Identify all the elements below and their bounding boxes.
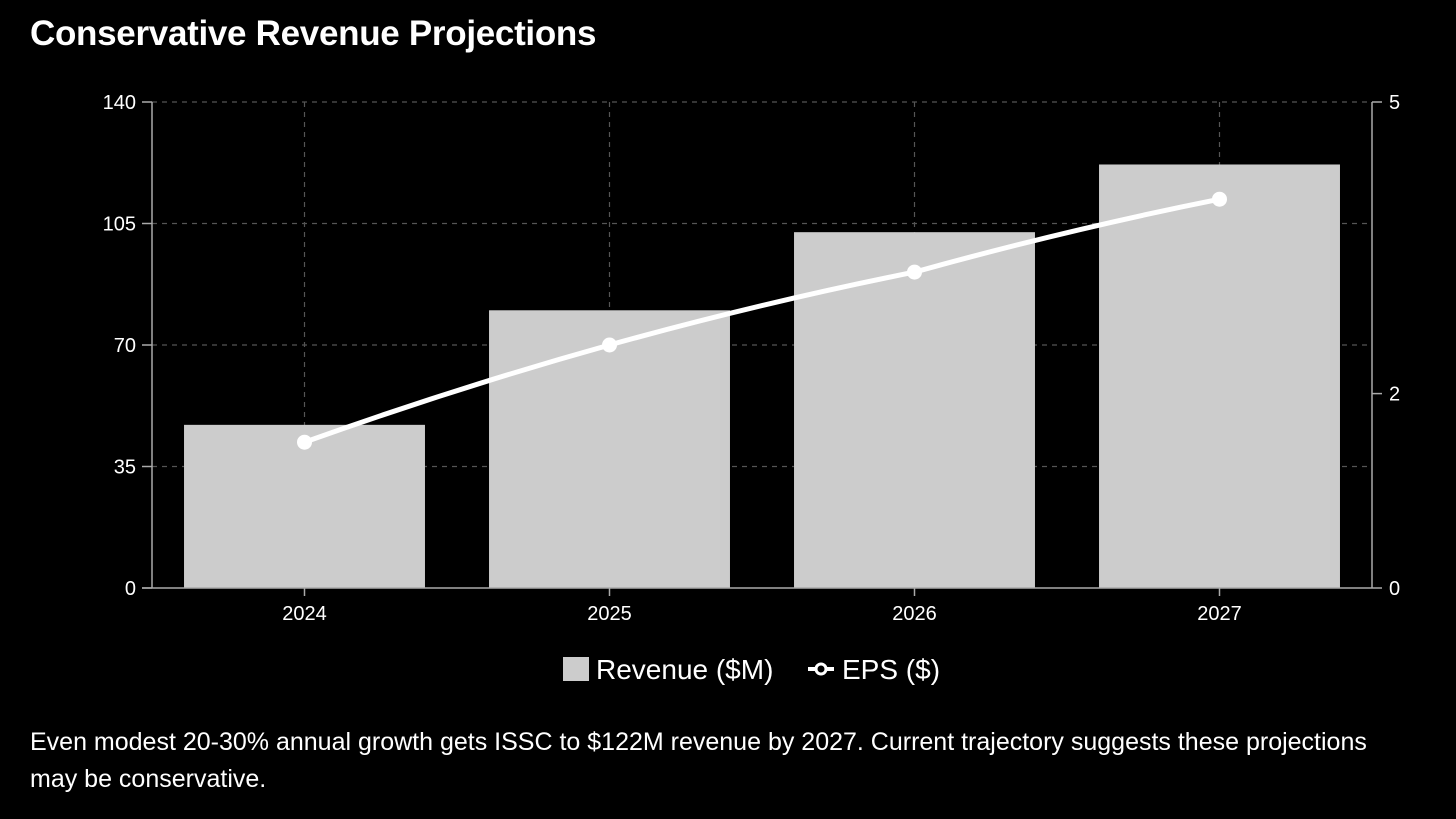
y-right-tick-label: 5: [1389, 92, 1400, 114]
x-tick-label: 2024: [282, 603, 327, 625]
y-left-tick-label: 0: [125, 578, 136, 600]
bar-2026: [794, 232, 1035, 588]
legend: Revenue ($M) EPS ($): [563, 654, 940, 685]
label-layer: 0 35 70 105 140 0 2 5 2024 2025 2026 2027: [103, 92, 1401, 625]
line-layer: [297, 191, 1227, 450]
bar-2027: [1099, 164, 1340, 588]
y-left-tick-label: 70: [114, 335, 136, 357]
x-tick-label: 2026: [892, 603, 937, 625]
eps-point-2027: [1212, 191, 1227, 207]
x-tick-label: 2027: [1197, 603, 1242, 625]
combo-chart: 0 35 70 105 140 0 2 5 2024 2025 2026 2027 Revenue (…: [103, 92, 1401, 685]
y-left-tick-label: 105: [103, 214, 136, 236]
eps-point-2026: [907, 264, 922, 280]
y-left-tick-label: 140: [103, 92, 136, 114]
bar-layer: [184, 164, 1340, 588]
eps-point-2025: [602, 337, 617, 353]
y-right-tick-label: 2: [1389, 384, 1400, 406]
y-left-tick-label: 35: [114, 457, 136, 479]
y-right-tick-label: 0: [1389, 578, 1400, 600]
x-tick-label: 2025: [587, 603, 632, 625]
legend-swatch-revenue: [563, 657, 589, 681]
bar-2025: [489, 310, 730, 588]
chart-title: Conservative Revenue Projections: [30, 14, 597, 53]
axis-layer: [142, 101, 1382, 596]
legend-marker-eps: [814, 662, 828, 676]
bar-2024: [184, 424, 425, 588]
eps-line: [302, 196, 1222, 445]
eps-point-2024: [297, 434, 312, 450]
legend-label-revenue: Revenue ($M): [596, 654, 773, 685]
chart-caption: Even modest 20-30% annual growth gets IS…: [30, 728, 1367, 793]
legend-label-eps: EPS ($): [842, 654, 940, 685]
